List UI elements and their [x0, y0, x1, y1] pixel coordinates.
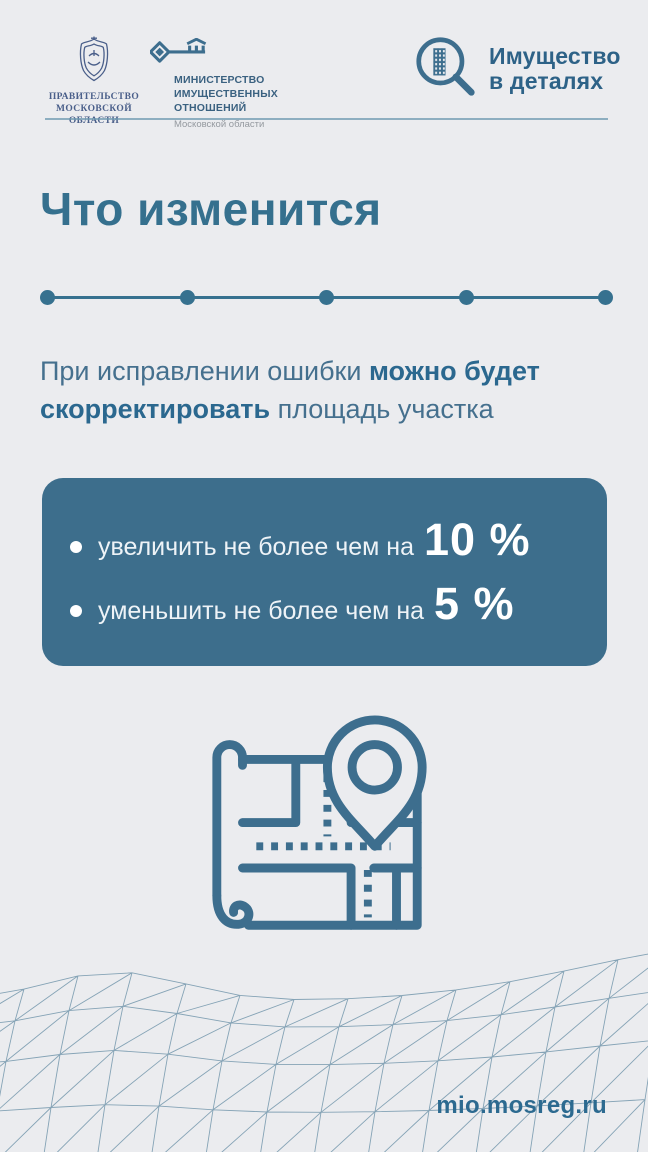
timeline-dot [598, 289, 613, 305]
magnifier-building-icon [416, 37, 475, 96]
brand-line2: в деталях [489, 67, 604, 94]
ministry-line1: МИНИСТЕРСТВО [174, 74, 265, 86]
ministry-line2: ИМУЩЕСТВЕННЫХ [174, 87, 278, 100]
timeline-dot [179, 289, 195, 305]
timeline-dot [40, 289, 55, 305]
gov-logo-line3: ОБЛАСТИ [68, 116, 120, 127]
page-title: Что изменится [40, 183, 382, 235]
bullet-icon [70, 605, 82, 617]
map-illustration [203, 714, 435, 940]
brand-logo: Имущество в деталях [415, 34, 621, 100]
map-with-location-pin-icon [212, 715, 427, 930]
intro-text: При исправлении ошибки можно будет скорр… [40, 352, 592, 429]
coat-of-arms-icon [79, 36, 109, 82]
timeline [40, 289, 613, 305]
list-item-label: увеличить не более чем на [98, 533, 414, 561]
bullet-icon [70, 541, 82, 553]
intro-bold: можно будет скорректировать [40, 356, 540, 425]
list-item-value: 10 % [423, 514, 531, 565]
ministry-line3: ОТНОШЕНИЙ [174, 101, 247, 114]
highlight-card: увеличить не более чем на 10 % уменьшить… [42, 478, 607, 666]
intro-pre: При исправлении ошибки [40, 356, 369, 386]
government-logo: ПРАВИТЕЛЬСТВО МОСКОВСКОЙ ОБЛАСТИ [36, 36, 152, 127]
gov-logo-line2: МОСКОВСКОЙ [55, 104, 132, 115]
header-divider [45, 118, 608, 120]
list-item-value: 5 % [434, 578, 515, 629]
site-link[interactable]: mio.mosreg.ru [436, 1092, 607, 1119]
timeline-dot [319, 289, 334, 305]
list-item: уменьшить не более чем на 5 % [70, 578, 581, 630]
brand-line1: Имущество [489, 43, 621, 69]
intro-post: площадь участка [270, 394, 494, 425]
ministry-logo: МИНИСТЕРСТВО ИМУЩЕСТВЕННЫХ ОТНОШЕНИЙ Мос… [148, 37, 300, 130]
list-item: увеличить не более чем на 10 % [70, 514, 581, 566]
wireframe-mesh-decoration [0, 953, 648, 1152]
timeline-dot [458, 289, 474, 305]
ministry-line4: Московской области [174, 118, 265, 130]
gov-logo-line1: ПРАВИТЕЛЬСТВО [48, 92, 140, 102]
key-building-icon [148, 37, 207, 63]
list-item-label: уменьшить не более чем на [98, 597, 425, 625]
